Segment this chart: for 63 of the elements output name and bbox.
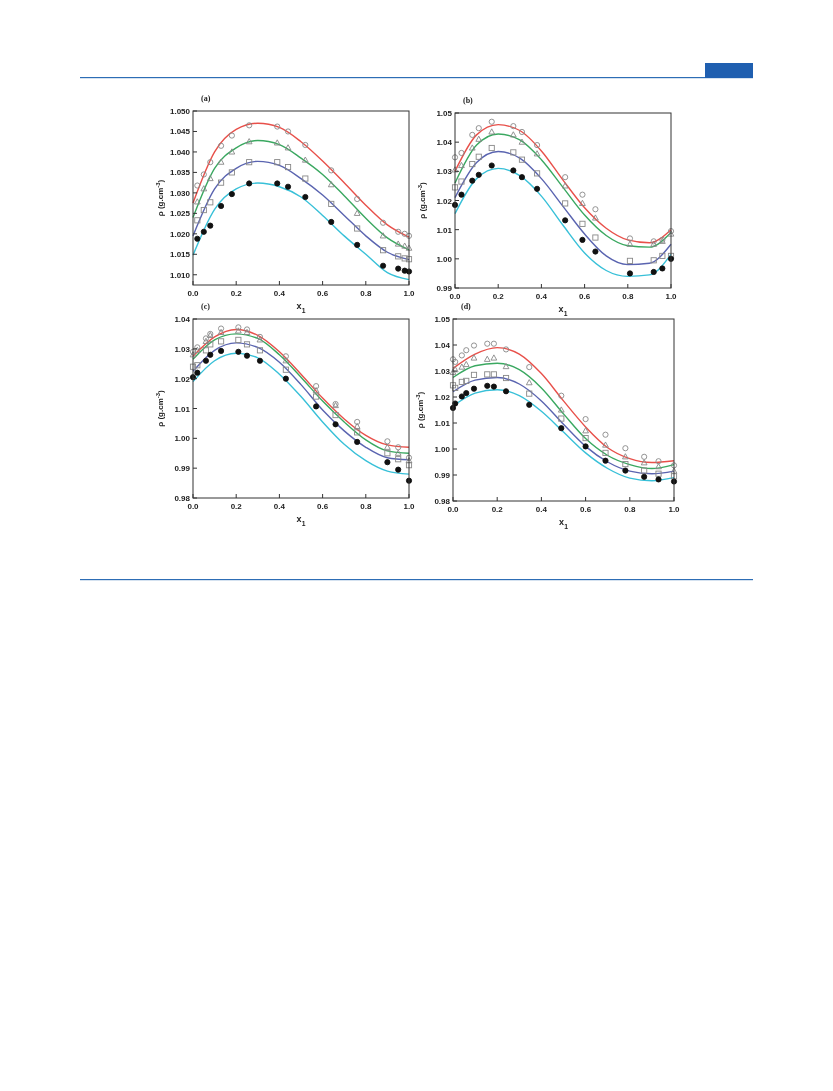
chart-title: (c) xyxy=(201,302,211,311)
y-tick-label: 0.98 xyxy=(434,497,451,506)
y-tick-label: 1.02 xyxy=(434,393,451,402)
y-tick-label: 1.020 xyxy=(169,229,191,239)
y-tick-label: 1.04 xyxy=(436,138,453,148)
y-tick-label: 1.040 xyxy=(169,147,191,157)
x-axis-title: x$_{1}$ xyxy=(558,304,568,317)
x-tick-label: 0.4 xyxy=(273,289,286,298)
x-tick-label: 0.4 xyxy=(535,505,548,514)
x-tick-label: 0.2 xyxy=(492,292,505,301)
y-tick-label: 1.01 xyxy=(436,225,453,235)
chart-title: (b) xyxy=(463,96,474,105)
x-tick-label: 1.0 xyxy=(403,502,416,511)
y-tick-label: 1.03 xyxy=(174,344,191,354)
y-tick-label: 1.02 xyxy=(174,374,191,384)
chart-title: (a) xyxy=(201,94,211,103)
y-tick-label: 0.99 xyxy=(436,284,453,293)
x-tick-label: 0.0 xyxy=(447,505,460,514)
y-tick-label: 1.030 xyxy=(169,188,191,198)
y-tick-label: 1.050 xyxy=(169,107,191,116)
y-tick-label: 1.01 xyxy=(174,404,191,414)
y-tick-label: 1.05 xyxy=(434,315,451,324)
y-tick-label: 1.015 xyxy=(169,250,191,260)
y-tick-label: 1.03 xyxy=(434,367,451,376)
y-tick-label: 1.01 xyxy=(434,419,451,428)
x-tick-label: 0.0 xyxy=(187,502,200,511)
y-tick-label: 1.00 xyxy=(434,445,451,454)
x-tick-label: 0.0 xyxy=(449,292,462,301)
x-tick-label: 0.6 xyxy=(580,505,592,514)
x-tick-label: 0.6 xyxy=(579,292,591,301)
y-tick-label: 1.010 xyxy=(169,270,191,280)
y-tick-label: 1.05 xyxy=(436,109,453,118)
x-axis-title: x$_{1}$ xyxy=(559,517,569,530)
x-tick-label: 0.8 xyxy=(360,502,372,511)
y-tick-label: 1.025 xyxy=(169,209,191,219)
y-tick-label: 1.045 xyxy=(169,127,191,137)
y-tick-label: 0.99 xyxy=(434,471,451,480)
x-tick-label: 1.0 xyxy=(668,505,681,514)
y-tick-label: 1.00 xyxy=(436,254,453,264)
x-tick-label: 0.2 xyxy=(230,289,243,298)
x-tick-label: 1.0 xyxy=(403,289,416,298)
y-tick-label: 1.03 xyxy=(436,167,453,177)
y-tick-label: 1.04 xyxy=(434,341,451,350)
x-tick-label: 0.4 xyxy=(535,292,548,301)
chart-title: (d) xyxy=(461,302,472,311)
x-tick-label: 0.6 xyxy=(317,502,329,511)
x-axis-title: x$_{1}$ xyxy=(296,301,306,314)
x-tick-label: 0.4 xyxy=(273,502,286,511)
y-tick-label: 1.04 xyxy=(174,315,191,324)
x-tick-label: 0.6 xyxy=(317,289,329,298)
y-tick-label: 1.035 xyxy=(169,168,191,178)
x-axis-title: x$_{1}$ xyxy=(296,514,306,527)
y-tick-label: 1.02 xyxy=(436,196,453,206)
x-tick-label: 0.8 xyxy=(360,289,372,298)
x-tick-label: 0.2 xyxy=(491,505,504,514)
y-tick-label: 1.00 xyxy=(174,434,191,444)
x-tick-label: 0.8 xyxy=(622,292,634,301)
x-tick-label: 0.8 xyxy=(624,505,636,514)
x-tick-label: 0.2 xyxy=(230,502,243,511)
y-tick-label: 0.98 xyxy=(174,494,191,503)
x-tick-label: 0.0 xyxy=(187,289,200,298)
x-tick-label: 1.0 xyxy=(665,292,678,301)
y-tick-label: 0.99 xyxy=(174,464,191,474)
